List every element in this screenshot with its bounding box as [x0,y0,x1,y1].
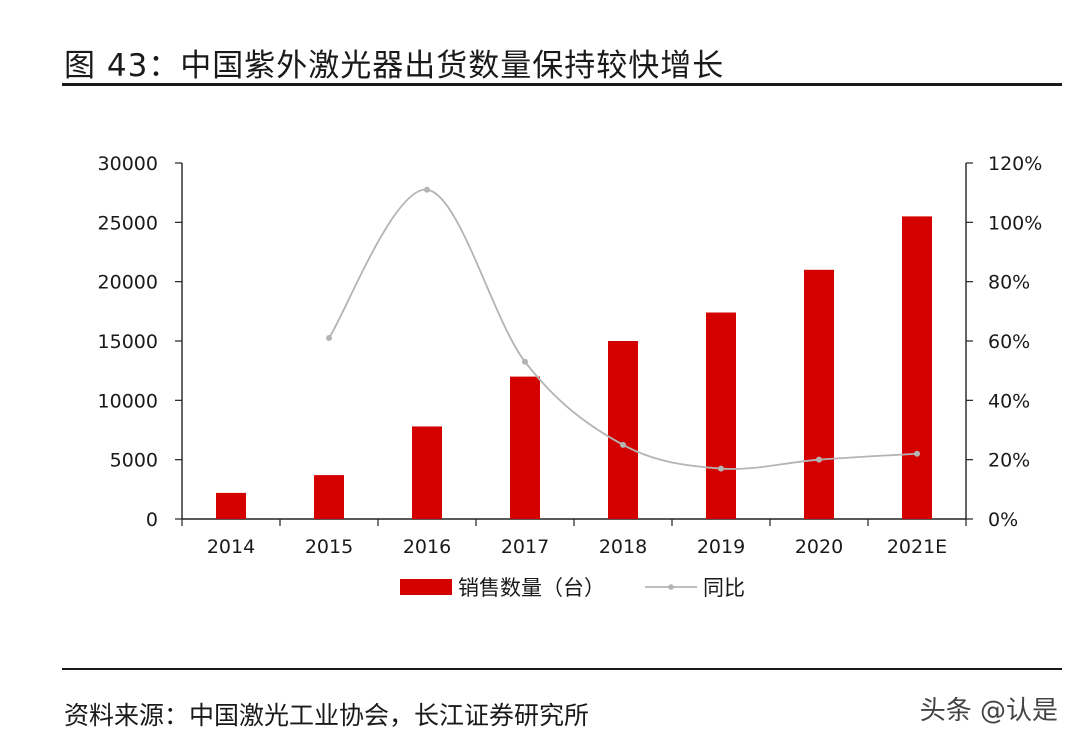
left-tick-label: 5000 [110,450,158,472]
right-tick-label: 80% [988,272,1030,294]
x-axis-ticks: 2014 2015 2016 2017 2018 2019 2020 2021E [181,519,967,558]
right-axis-ticks: 0% 20% 40% 60% 80% 100% 120% [966,153,1042,531]
chart: 0 5000 10000 15000 20000 25000 30000 0% 20% 40% 6… [98,153,1043,600]
left-tick-label: 15000 [98,331,158,353]
bar [608,341,638,519]
x-tick-label: 2020 [795,536,843,558]
legend-bar-swatch [400,579,452,595]
bar [510,376,540,519]
x-tick-label: 2015 [305,536,353,558]
right-tick-label: 120% [988,153,1042,175]
left-tick-label: 10000 [98,390,158,412]
yoy-point [326,335,332,342]
yoy-point [914,450,920,457]
x-tick-label: 2017 [501,536,549,558]
left-tick-label: 25000 [98,212,158,234]
source-rule [62,668,1062,670]
x-tick-label: 2021E [887,536,947,558]
bar-series [216,216,932,519]
right-tick-label: 40% [988,390,1030,412]
title-rule [62,83,1062,86]
right-tick-label: 60% [988,331,1030,353]
bar [314,475,344,519]
bar [804,269,834,519]
legend-line-marker [668,584,674,590]
x-tick-label: 2019 [697,536,745,558]
legend-bar-label: 销售数量（台） [458,576,605,600]
bar [706,312,736,519]
watermark: 头条 @认是 [919,696,1058,726]
yoy-point [522,358,528,365]
legend-line-label: 同比 [703,576,745,600]
left-tick-label: 20000 [98,272,158,294]
left-tick-label: 0 [146,509,158,531]
source-note: 资料来源：中国激光工业协会，长江证券研究所 [64,701,590,730]
x-tick-label: 2014 [207,536,255,558]
right-tick-label: 20% [988,450,1030,472]
yoy-point [620,441,626,448]
right-tick-label: 0% [988,509,1018,531]
yoy-line [328,188,918,470]
x-tick-label: 2018 [599,536,647,558]
figure-title: 图 43：中国紫外激光器出货数量保持较快增长 [64,48,725,84]
left-tick-label: 30000 [98,153,158,175]
x-tick-label: 2016 [403,536,451,558]
yoy-point [424,186,430,193]
yoy-point [718,465,724,472]
left-axis-ticks: 0 5000 10000 15000 20000 25000 30000 [98,153,182,531]
yoy-point [816,456,822,463]
bar [902,216,932,519]
line-series [326,186,920,472]
bar [216,492,246,519]
bar [412,426,442,519]
right-tick-label: 100% [988,212,1042,234]
legend: 销售数量（台） 同比 [400,576,745,600]
